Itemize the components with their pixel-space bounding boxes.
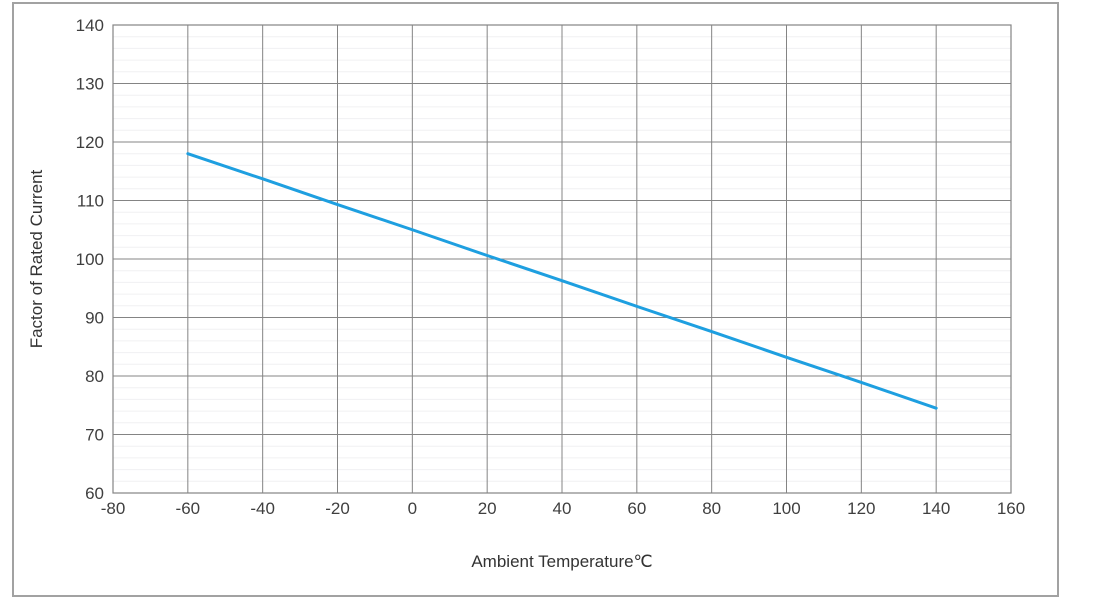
x-tick-label: 100	[772, 499, 800, 518]
x-tick-label: 0	[408, 499, 417, 518]
y-tick-label: 100	[76, 250, 104, 269]
x-tick-label: 80	[702, 499, 721, 518]
x-tick-label: 140	[922, 499, 950, 518]
x-tick-label: -80	[101, 499, 126, 518]
y-tick-label: 110	[77, 192, 104, 211]
chart-outer-border	[12, 2, 1059, 597]
x-tick-label: -40	[250, 499, 275, 518]
x-tick-label: 40	[553, 499, 572, 518]
y-axis-title: Factor of Rated Current	[27, 169, 46, 349]
x-tick-label: -60	[176, 499, 201, 518]
x-tick-label: 120	[847, 499, 875, 518]
x-axis-title: Ambient Temperature℃	[471, 552, 653, 571]
x-tick-label: 60	[627, 499, 646, 518]
y-tick-label: 130	[76, 75, 104, 94]
x-tick-label: 160	[997, 499, 1025, 518]
plot-border	[112, 24, 1012, 494]
series-line	[186, 152, 938, 410]
x-tick-label: 20	[478, 499, 497, 518]
y-tick-label: 90	[85, 309, 104, 328]
x-tick-label: -20	[325, 499, 350, 518]
y-tick-label: 80	[85, 367, 104, 386]
y-tick-label: 70	[85, 426, 104, 445]
y-tick-label: 120	[76, 133, 104, 152]
y-tick-label: 60	[85, 484, 104, 503]
y-tick-label: 140	[76, 16, 104, 35]
